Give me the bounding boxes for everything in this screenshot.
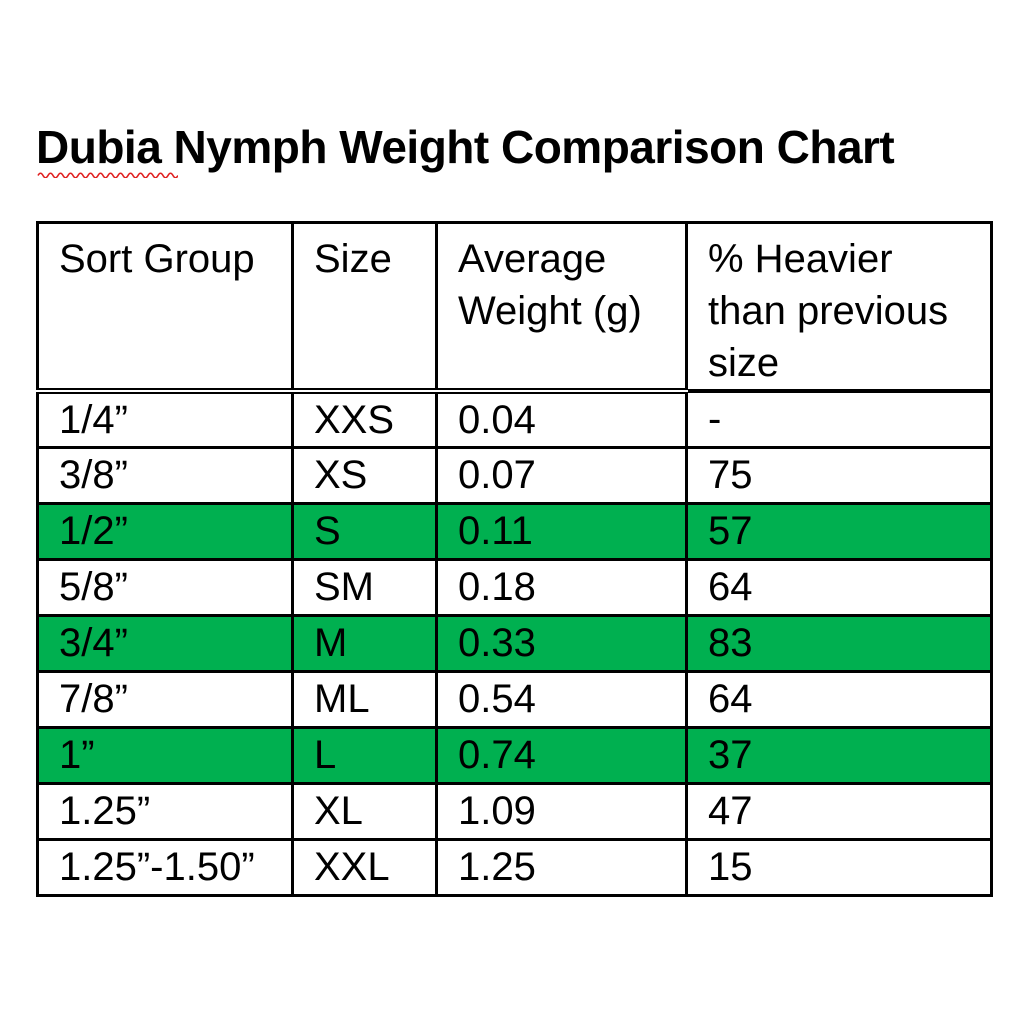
table-row: 3/8” XS 0.07 75 — [36, 445, 993, 505]
cell-size: XS — [291, 445, 438, 505]
cell-size: L — [291, 725, 438, 785]
cell-sort-group: 5/8” — [36, 557, 294, 617]
page-title: Dubia Nymph Weight Comparison Chart — [36, 121, 895, 173]
table-row: 7/8” ML 0.54 64 — [36, 669, 993, 729]
cell-pct-heavier: 37 — [685, 725, 993, 785]
table-row: 1.25”-1.50” XXL 1.25 15 — [36, 837, 993, 897]
table-row-highlighted: 3/4” M 0.33 83 — [36, 613, 993, 673]
cell-avg-weight: 0.74 — [435, 725, 688, 785]
table-row-highlighted: 1” L 0.74 37 — [36, 725, 993, 785]
cell-sort-group: 1/2” — [36, 501, 294, 561]
table-row: 5/8” SM 0.18 64 — [36, 557, 993, 617]
column-header-sort-group: Sort Group — [36, 221, 294, 394]
weight-comparison-table: Sort Group Size Average Weight (g) % Hea… — [36, 221, 993, 897]
cell-sort-group: 1” — [36, 725, 294, 785]
table-header-row: Sort Group Size Average Weight (g) % Hea… — [36, 221, 993, 394]
cell-pct-heavier: 64 — [685, 557, 993, 617]
cell-size: S — [291, 501, 438, 561]
cell-avg-weight: 0.07 — [435, 445, 688, 505]
table-row: 1.25” XL 1.09 47 — [36, 781, 993, 841]
cell-size: SM — [291, 557, 438, 617]
column-header-size: Size — [291, 221, 438, 394]
cell-sort-group: 3/4” — [36, 613, 294, 673]
cell-avg-weight: 0.11 — [435, 501, 688, 561]
cell-avg-weight: 1.25 — [435, 837, 688, 897]
cell-avg-weight: 0.33 — [435, 613, 688, 673]
cell-pct-heavier: 15 — [685, 837, 993, 897]
cell-pct-heavier: 75 — [685, 445, 993, 505]
cell-size: XXS — [291, 389, 438, 449]
table-row: 1/4” XXS 0.04 - — [36, 389, 993, 449]
cell-size: XL — [291, 781, 438, 841]
spellcheck-squiggle-underline — [37, 172, 178, 178]
cell-sort-group: 1.25”-1.50” — [36, 837, 294, 897]
cell-size: M — [291, 613, 438, 673]
cell-pct-heavier: 64 — [685, 669, 993, 729]
cell-sort-group: 1/4” — [36, 389, 294, 449]
cell-sort-group: 7/8” — [36, 669, 294, 729]
cell-pct-heavier: 47 — [685, 781, 993, 841]
cell-sort-group: 1.25” — [36, 781, 294, 841]
column-header-percent-heavier: % Heavier than previous size — [685, 221, 993, 393]
cell-avg-weight: 1.09 — [435, 781, 688, 841]
cell-pct-heavier: 83 — [685, 613, 993, 673]
cell-size: ML — [291, 669, 438, 729]
cell-avg-weight: 0.04 — [435, 389, 688, 449]
cell-sort-group: 3/8” — [36, 445, 294, 505]
table-row-highlighted: 1/2” S 0.11 57 — [36, 501, 993, 561]
cell-pct-heavier: 57 — [685, 501, 993, 561]
cell-avg-weight: 0.18 — [435, 557, 688, 617]
cell-avg-weight: 0.54 — [435, 669, 688, 729]
cell-size: XXL — [291, 837, 438, 897]
cell-pct-heavier: - — [685, 389, 993, 449]
column-header-average-weight: Average Weight (g) — [435, 221, 688, 394]
